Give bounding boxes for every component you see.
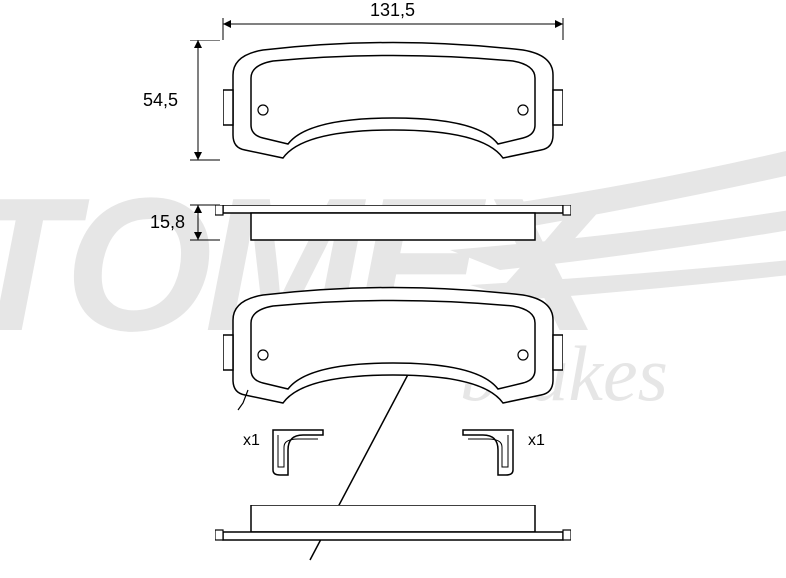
clip-right-icon: [458, 425, 518, 480]
brake-pad-bottom-side: [215, 505, 571, 545]
clip-right-qty: x1: [528, 432, 545, 450]
dim-height-label: 54,5: [143, 90, 178, 111]
dim-height-line: [180, 40, 220, 185]
clip-left-icon: [268, 425, 328, 480]
dim-thickness-line: [180, 195, 220, 250]
dim-thickness-label: 15,8: [150, 212, 185, 233]
brake-pad-top-side: [215, 205, 571, 243]
brake-pad-bottom-face: [223, 285, 563, 413]
brake-pad-top-face: [223, 40, 563, 165]
dim-width-label: 131,5: [370, 0, 415, 21]
clip-left-qty: x1: [243, 432, 260, 450]
